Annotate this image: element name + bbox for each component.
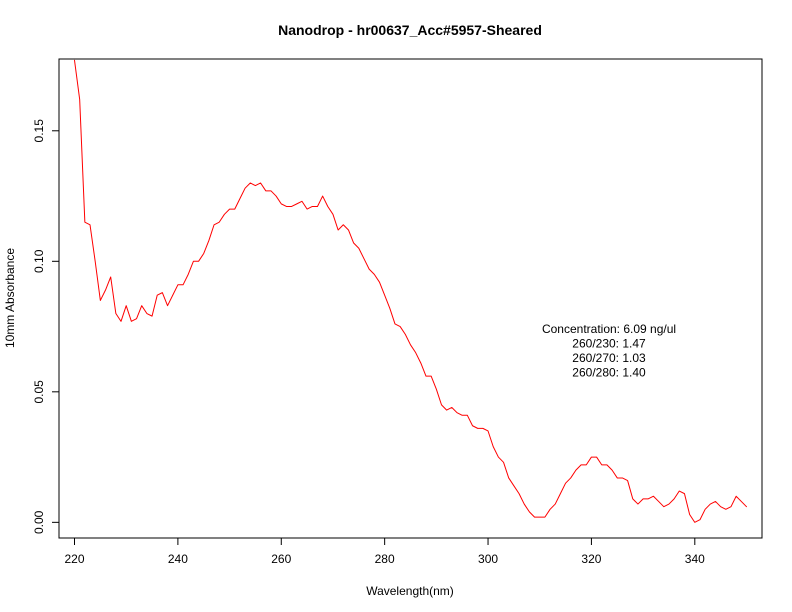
series-layer <box>74 59 747 523</box>
annotation-line: 260/270: 1.03 <box>572 351 646 365</box>
x-tick-label: 280 <box>375 552 395 566</box>
chart-title: Nanodrop - hr00637_Acc#5957-Sheared <box>278 22 542 38</box>
x-tick-label: 320 <box>581 552 601 566</box>
y-tick-label: 0.10 <box>32 249 46 273</box>
absorbance-series-line <box>74 59 747 523</box>
x-tick-label: 300 <box>478 552 498 566</box>
annotation-line: 260/230: 1.47 <box>572 337 646 351</box>
x-axis: 220 240 260 280 300 320 340 <box>64 538 705 566</box>
x-tick-label: 340 <box>685 552 705 566</box>
annotation-line: 260/280: 1.40 <box>572 366 646 380</box>
x-tick-label: 220 <box>64 552 84 566</box>
y-tick-label: 0.15 <box>32 119 46 143</box>
x-axis-label: Wavelength(nm) <box>366 584 454 598</box>
y-tick-label: 0.05 <box>32 380 46 404</box>
annotation-line: Concentration: 6.09 ng/ul <box>542 322 676 336</box>
y-tick-label: 0.00 <box>32 510 46 534</box>
x-tick-label: 240 <box>168 552 188 566</box>
plot-frame <box>58 58 763 539</box>
y-axis-label: 10mm Absorbance <box>3 248 17 348</box>
y-axis: 0.00 0.05 0.10 0.15 <box>32 119 59 534</box>
x-tick-label: 260 <box>271 552 291 566</box>
